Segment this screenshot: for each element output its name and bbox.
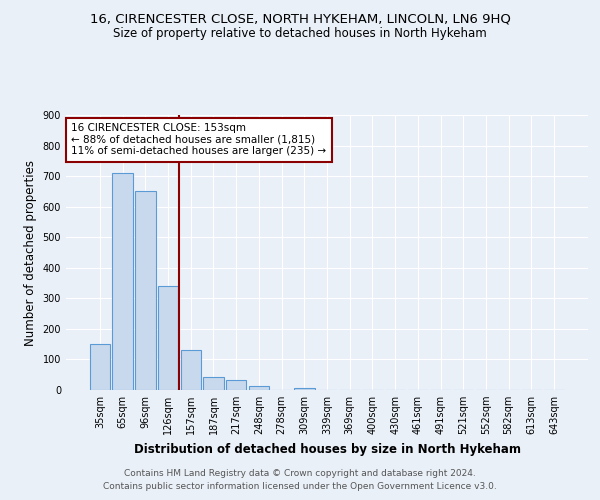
Text: Size of property relative to detached houses in North Hykeham: Size of property relative to detached ho… xyxy=(113,28,487,40)
Bar xyxy=(248,386,269,390)
Bar xyxy=(226,380,247,390)
Text: Contains public sector information licensed under the Open Government Licence v3: Contains public sector information licen… xyxy=(103,482,497,491)
Text: 16, CIRENCESTER CLOSE, NORTH HYKEHAM, LINCOLN, LN6 9HQ: 16, CIRENCESTER CLOSE, NORTH HYKEHAM, LI… xyxy=(89,12,511,26)
Bar xyxy=(181,350,201,390)
Bar xyxy=(112,173,133,390)
X-axis label: Distribution of detached houses by size in North Hykeham: Distribution of detached houses by size … xyxy=(133,442,521,456)
Bar xyxy=(158,286,178,390)
Bar xyxy=(294,388,314,390)
Text: 16 CIRENCESTER CLOSE: 153sqm
← 88% of detached houses are smaller (1,815)
11% of: 16 CIRENCESTER CLOSE: 153sqm ← 88% of de… xyxy=(71,123,326,156)
Bar xyxy=(135,192,155,390)
Text: Contains HM Land Registry data © Crown copyright and database right 2024.: Contains HM Land Registry data © Crown c… xyxy=(124,468,476,477)
Bar xyxy=(203,377,224,390)
Bar xyxy=(90,344,110,390)
Y-axis label: Number of detached properties: Number of detached properties xyxy=(24,160,37,346)
